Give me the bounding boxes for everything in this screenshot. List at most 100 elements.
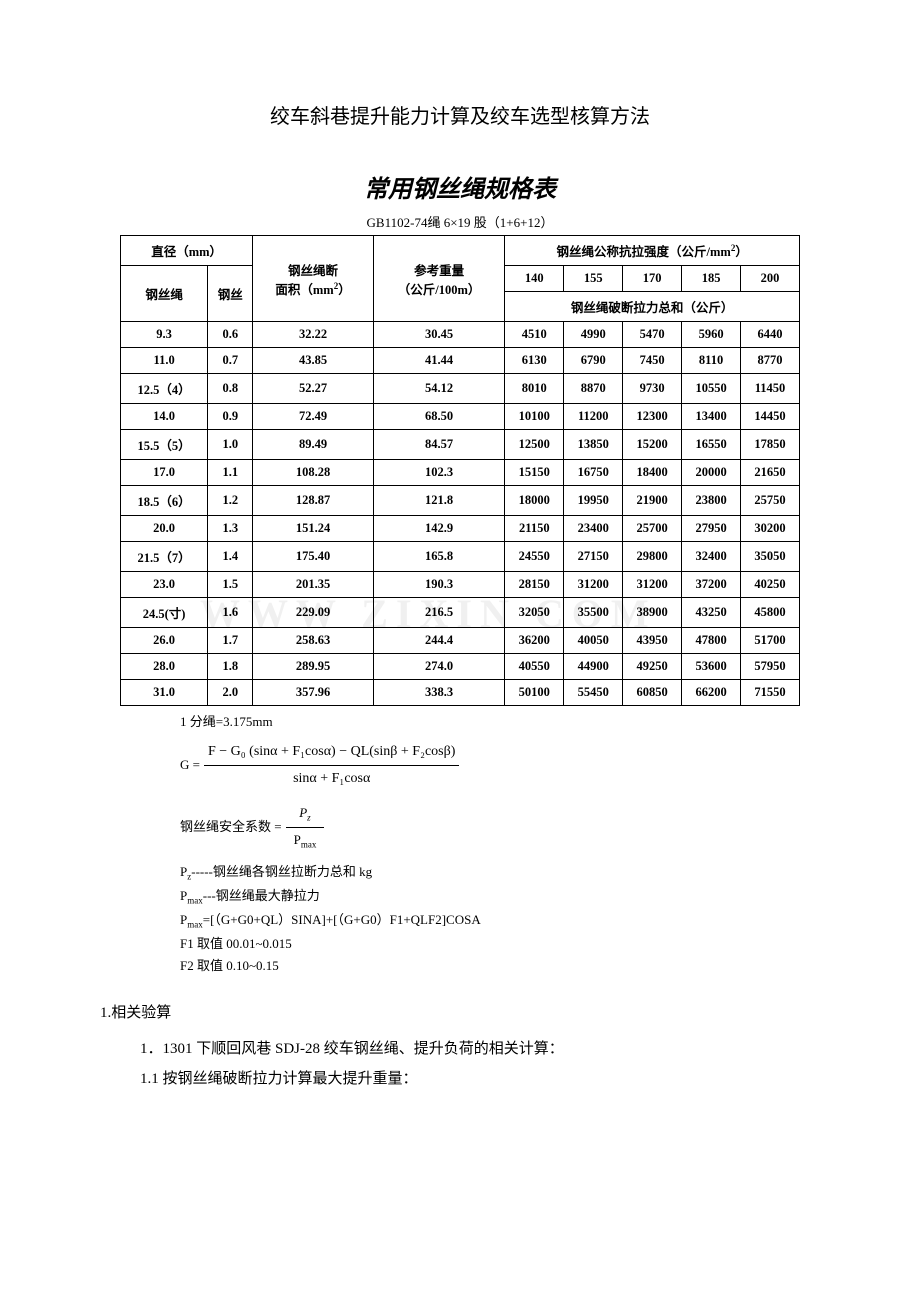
table-cell: 142.9 (373, 516, 505, 542)
col-s-170: 170 (623, 266, 682, 292)
table-cell: 1.6 (208, 598, 253, 628)
section-body: 1．1301 下顺回风巷 SDJ-28 绞车钢丝绳、提升负荷的相关计算： 1.1… (140, 1034, 800, 1094)
section-heading: 1.相关验算 (100, 1001, 800, 1022)
table-cell: 44900 (564, 654, 623, 680)
table-cell: 13850 (564, 430, 623, 460)
table-row: 23.01.5201.35190.32815031200312003720040… (121, 572, 800, 598)
table-row: 11.00.743.8541.4461306790745081108770 (121, 348, 800, 374)
pmax-definition: Pmax---钢丝绳最大静拉力 (180, 886, 800, 908)
table-cell: 13400 (682, 404, 741, 430)
table-cell: 244.4 (373, 628, 505, 654)
table-cell: 23800 (682, 486, 741, 516)
main-title: 绞车斜巷提升能力计算及绞车选型核算方法 (120, 100, 800, 129)
table-cell: 1.7 (208, 628, 253, 654)
table-cell: 5960 (682, 322, 741, 348)
table-cell: 31200 (623, 572, 682, 598)
table-cell: 37200 (682, 572, 741, 598)
table-row: 21.5（7）1.4175.40165.82455027150298003240… (121, 542, 800, 572)
table-cell: 27150 (564, 542, 623, 572)
table-row: 24.5(寸)1.6229.09216.53205035500389004325… (121, 598, 800, 628)
table-row: 26.01.7258.63244.43620040050439504780051… (121, 628, 800, 654)
table-cell: 357.96 (253, 680, 374, 706)
table-cell: 20.0 (121, 516, 208, 542)
table-cell: 229.09 (253, 598, 374, 628)
table-cell: 128.87 (253, 486, 374, 516)
table-body: 9.30.632.2230.454510499054705960644011.0… (121, 322, 800, 706)
section-line-2: 1.1 按钢丝绳破断拉力计算最大提升重量： (140, 1064, 800, 1094)
table-cell: 1.4 (208, 542, 253, 572)
f2-note: F2 取值 0.10~0.15 (180, 956, 800, 977)
table-cell: 57950 (741, 654, 800, 680)
table-row: 17.01.1108.28102.31515016750184002000021… (121, 460, 800, 486)
table-cell: 4990 (564, 322, 623, 348)
table-cell: 8770 (741, 348, 800, 374)
table-cell: 201.35 (253, 572, 374, 598)
table-cell: 11200 (564, 404, 623, 430)
table-cell: 89.49 (253, 430, 374, 460)
table-cell: 66200 (682, 680, 741, 706)
table-cell: 151.24 (253, 516, 374, 542)
table-cell: 8870 (564, 374, 623, 404)
table-cell: 21150 (505, 516, 564, 542)
table-cell: 1.2 (208, 486, 253, 516)
table-cell: 0.9 (208, 404, 253, 430)
table-cell: 23.0 (121, 572, 208, 598)
table-cell: 258.63 (253, 628, 374, 654)
table-cell: 14.0 (121, 404, 208, 430)
table-row: 9.30.632.2230.4545104990547059606440 (121, 322, 800, 348)
table-cell: 40250 (741, 572, 800, 598)
table-cell: 40550 (505, 654, 564, 680)
table-row: 15.5（5）1.089.4984.5712500138501520016550… (121, 430, 800, 460)
table-cell: 216.5 (373, 598, 505, 628)
table-cell: 43950 (623, 628, 682, 654)
table-cell: 9730 (623, 374, 682, 404)
table-cell: 28150 (505, 572, 564, 598)
table-cell: 102.3 (373, 460, 505, 486)
table-cell: 26.0 (121, 628, 208, 654)
table-cell: 1.3 (208, 516, 253, 542)
table-cell: 190.3 (373, 572, 505, 598)
table-cell: 10100 (505, 404, 564, 430)
table-cell: 0.7 (208, 348, 253, 374)
table-cell: 21650 (741, 460, 800, 486)
table-cell: 50100 (505, 680, 564, 706)
col-s-200: 200 (741, 266, 800, 292)
wire-rope-spec-table: 直径（mm） 钢丝绳断 面积（mm2） 参考重量 （公斤/100m） 钢丝绳公称… (120, 235, 800, 706)
table-row: 12.5（4）0.852.2754.1280108870973010550114… (121, 374, 800, 404)
table-cell: 43.85 (253, 348, 374, 374)
table-cell: 24.5(寸) (121, 598, 208, 628)
table-cell: 6440 (741, 322, 800, 348)
table-cell: 1.8 (208, 654, 253, 680)
table-cell: 25750 (741, 486, 800, 516)
col-break-sum: 钢丝绳破断拉力总和（公斤） (505, 292, 800, 322)
table-cell: 35500 (564, 598, 623, 628)
table-cell: 15150 (505, 460, 564, 486)
table-cell: 12500 (505, 430, 564, 460)
table-cell: 27950 (682, 516, 741, 542)
table-cell: 52.27 (253, 374, 374, 404)
col-strength-group: 钢丝绳公称抗拉强度（公斤/mm2） (505, 236, 800, 266)
table-cell: 19950 (564, 486, 623, 516)
table-cell: 1.0 (208, 430, 253, 460)
table-cell: 60850 (623, 680, 682, 706)
table-row: 31.02.0357.96338.35010055450608506620071… (121, 680, 800, 706)
table-cell: 6130 (505, 348, 564, 374)
table-cell: 18000 (505, 486, 564, 516)
table-cell: 49250 (623, 654, 682, 680)
table-cell: 16750 (564, 460, 623, 486)
table-cell: 21.5（7） (121, 542, 208, 572)
table-cell: 165.8 (373, 542, 505, 572)
col-break-area: 钢丝绳断 面积（mm2） (253, 236, 374, 322)
table-cell: 15200 (623, 430, 682, 460)
col-wire: 钢丝 (208, 266, 253, 322)
table-cell: 31200 (564, 572, 623, 598)
table-cell: 121.8 (373, 486, 505, 516)
table-cell: 47800 (682, 628, 741, 654)
table-cell: 45800 (741, 598, 800, 628)
table-cell: 24550 (505, 542, 564, 572)
table-cell: 5470 (623, 322, 682, 348)
table-cell: 31.0 (121, 680, 208, 706)
table-cell: 14450 (741, 404, 800, 430)
table-cell: 72.49 (253, 404, 374, 430)
table-cell: 175.40 (253, 542, 374, 572)
